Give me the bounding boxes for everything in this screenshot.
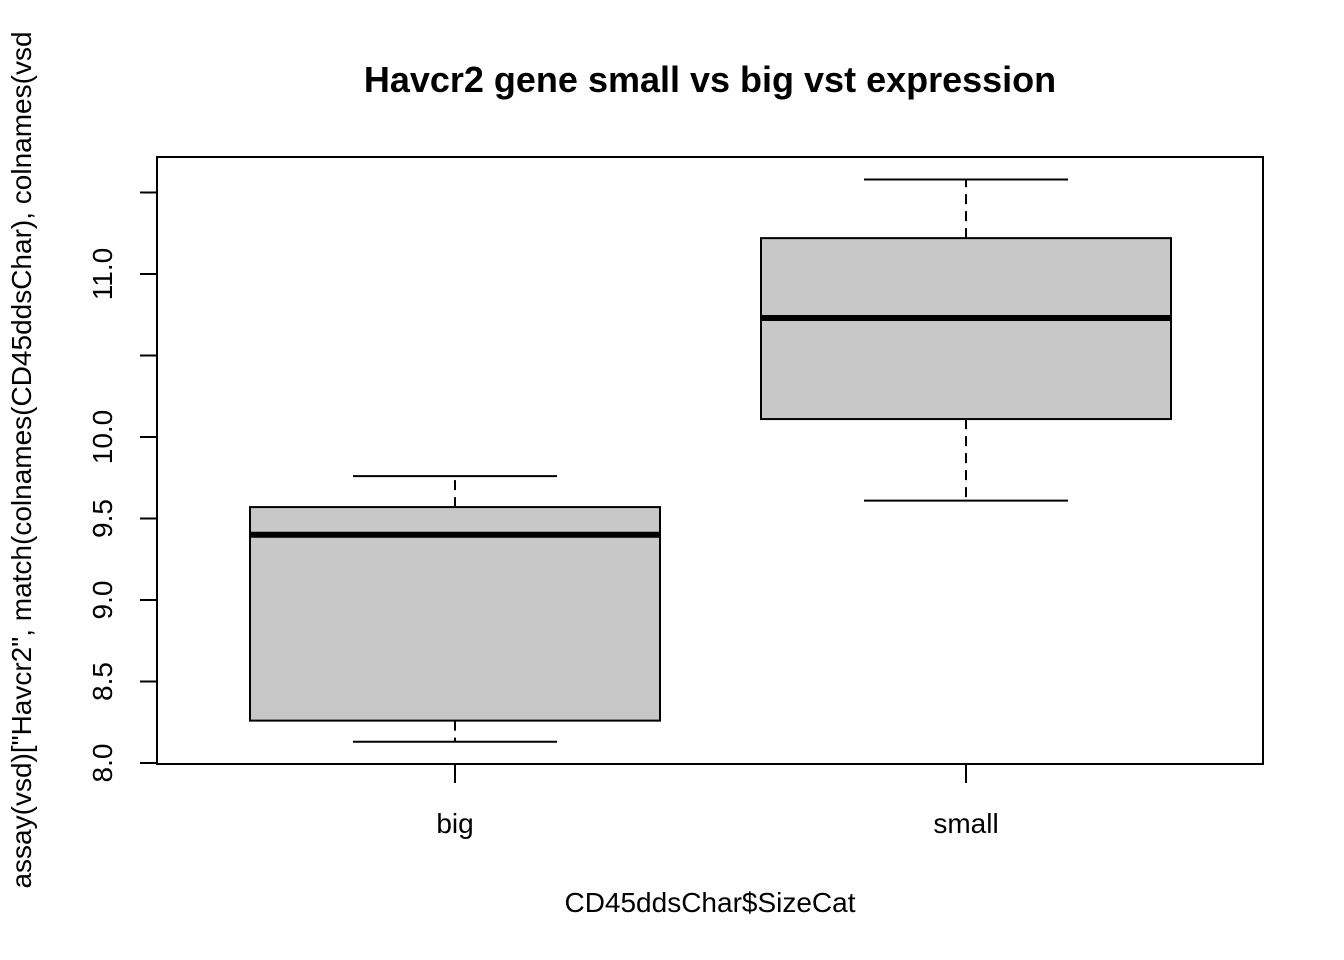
x-axis-label: CD45ddsChar$SizeCat xyxy=(564,887,855,918)
x-tick-label: small xyxy=(933,808,998,839)
y-tick-label: 9.5 xyxy=(87,499,118,538)
box-group xyxy=(249,178,1172,743)
x-tick-label: big xyxy=(436,808,473,839)
y-axis: 8.0 8.5 9.0 9.5 10.0 11.0 xyxy=(87,191,158,783)
y-tick-label: 11.0 xyxy=(87,248,118,300)
iqr-box xyxy=(249,506,661,722)
y-tick-label: 9.0 xyxy=(87,581,118,620)
box-small xyxy=(760,178,1172,502)
y-tick-label: 10.0 xyxy=(87,410,118,465)
box-big xyxy=(249,475,661,743)
iqr-box xyxy=(760,237,1172,421)
x-axis: big small xyxy=(436,764,999,839)
chart-title: Havcr2 gene small vs big vst expression xyxy=(364,59,1056,100)
y-tick-label: 8.5 xyxy=(87,662,118,701)
y-tick-label: 8.0 xyxy=(87,744,118,783)
y-axis-label: assay(vsd)["Havcr2", match(colnames(CD45… xyxy=(6,31,37,888)
